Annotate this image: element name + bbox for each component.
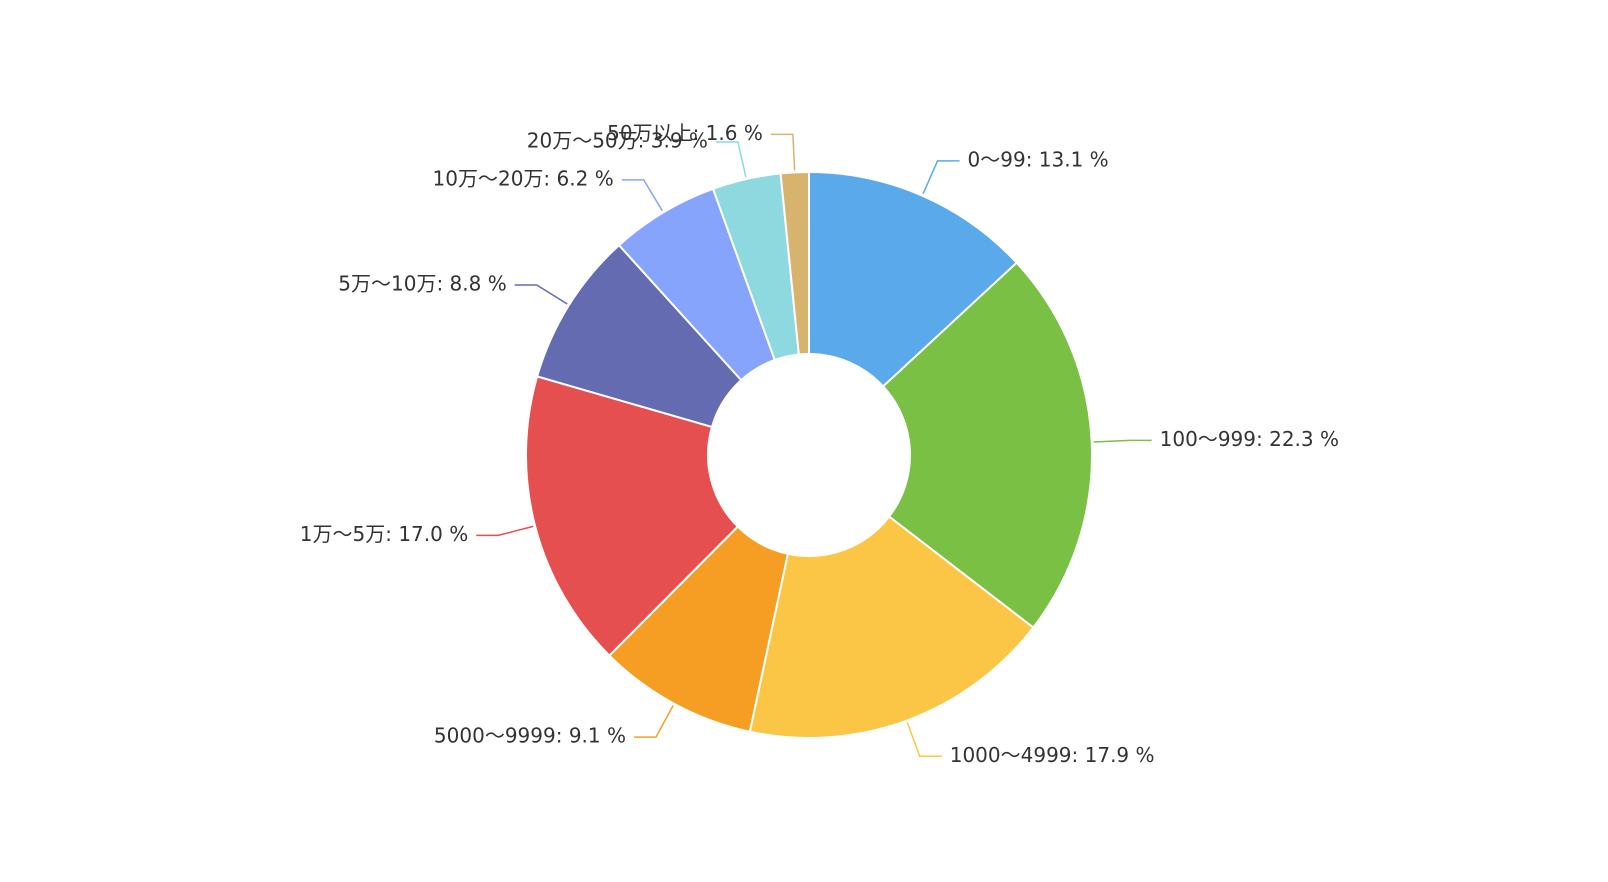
slice-label-5: 5万～10万: 8.8 % <box>338 271 506 295</box>
slice-3[interactable] <box>607 525 790 733</box>
slice-label-1: 100～999: 22.3 % <box>1160 427 1339 451</box>
slice-4[interactable] <box>525 375 740 657</box>
slice-label-3: 5000～9999: 9.1 % <box>434 724 626 748</box>
slice-label-2: 1000～4999: 17.9 % <box>950 743 1155 767</box>
slice-label-7: 20万～50万: 3.9 % <box>527 128 708 152</box>
leader-line-1 <box>1093 439 1152 443</box>
leader-line-6 <box>621 179 663 212</box>
slice-5[interactable] <box>535 243 743 429</box>
slice-8[interactable] <box>779 170 810 356</box>
leader-line-7 <box>715 141 747 178</box>
slice-label-6: 10万～20万: 6.2 % <box>433 166 614 190</box>
leader-line-0 <box>922 160 960 195</box>
leader-line-5 <box>514 284 568 305</box>
slice-2[interactable] <box>748 515 1035 739</box>
slice-label-0: 0～99: 13.1 % <box>968 147 1109 171</box>
slice-label-4: 1万～5万: 17.0 % <box>300 522 468 546</box>
labels-layer: 0～99: 13.1 % 100～999: 22.3 % 1000～4999: 17… <box>300 121 1339 767</box>
leader-line-3 <box>633 705 674 738</box>
slice-1[interactable] <box>881 261 1093 629</box>
slice-0[interactable] <box>808 170 1019 388</box>
slices-layer <box>525 170 1093 739</box>
leader-line-4 <box>476 525 534 537</box>
slice-label-8: 50万以上: 1.6 % <box>607 121 763 145</box>
leader-line-8 <box>770 133 796 171</box>
leader-line-2 <box>906 722 942 758</box>
leaders-layer <box>476 133 1152 758</box>
